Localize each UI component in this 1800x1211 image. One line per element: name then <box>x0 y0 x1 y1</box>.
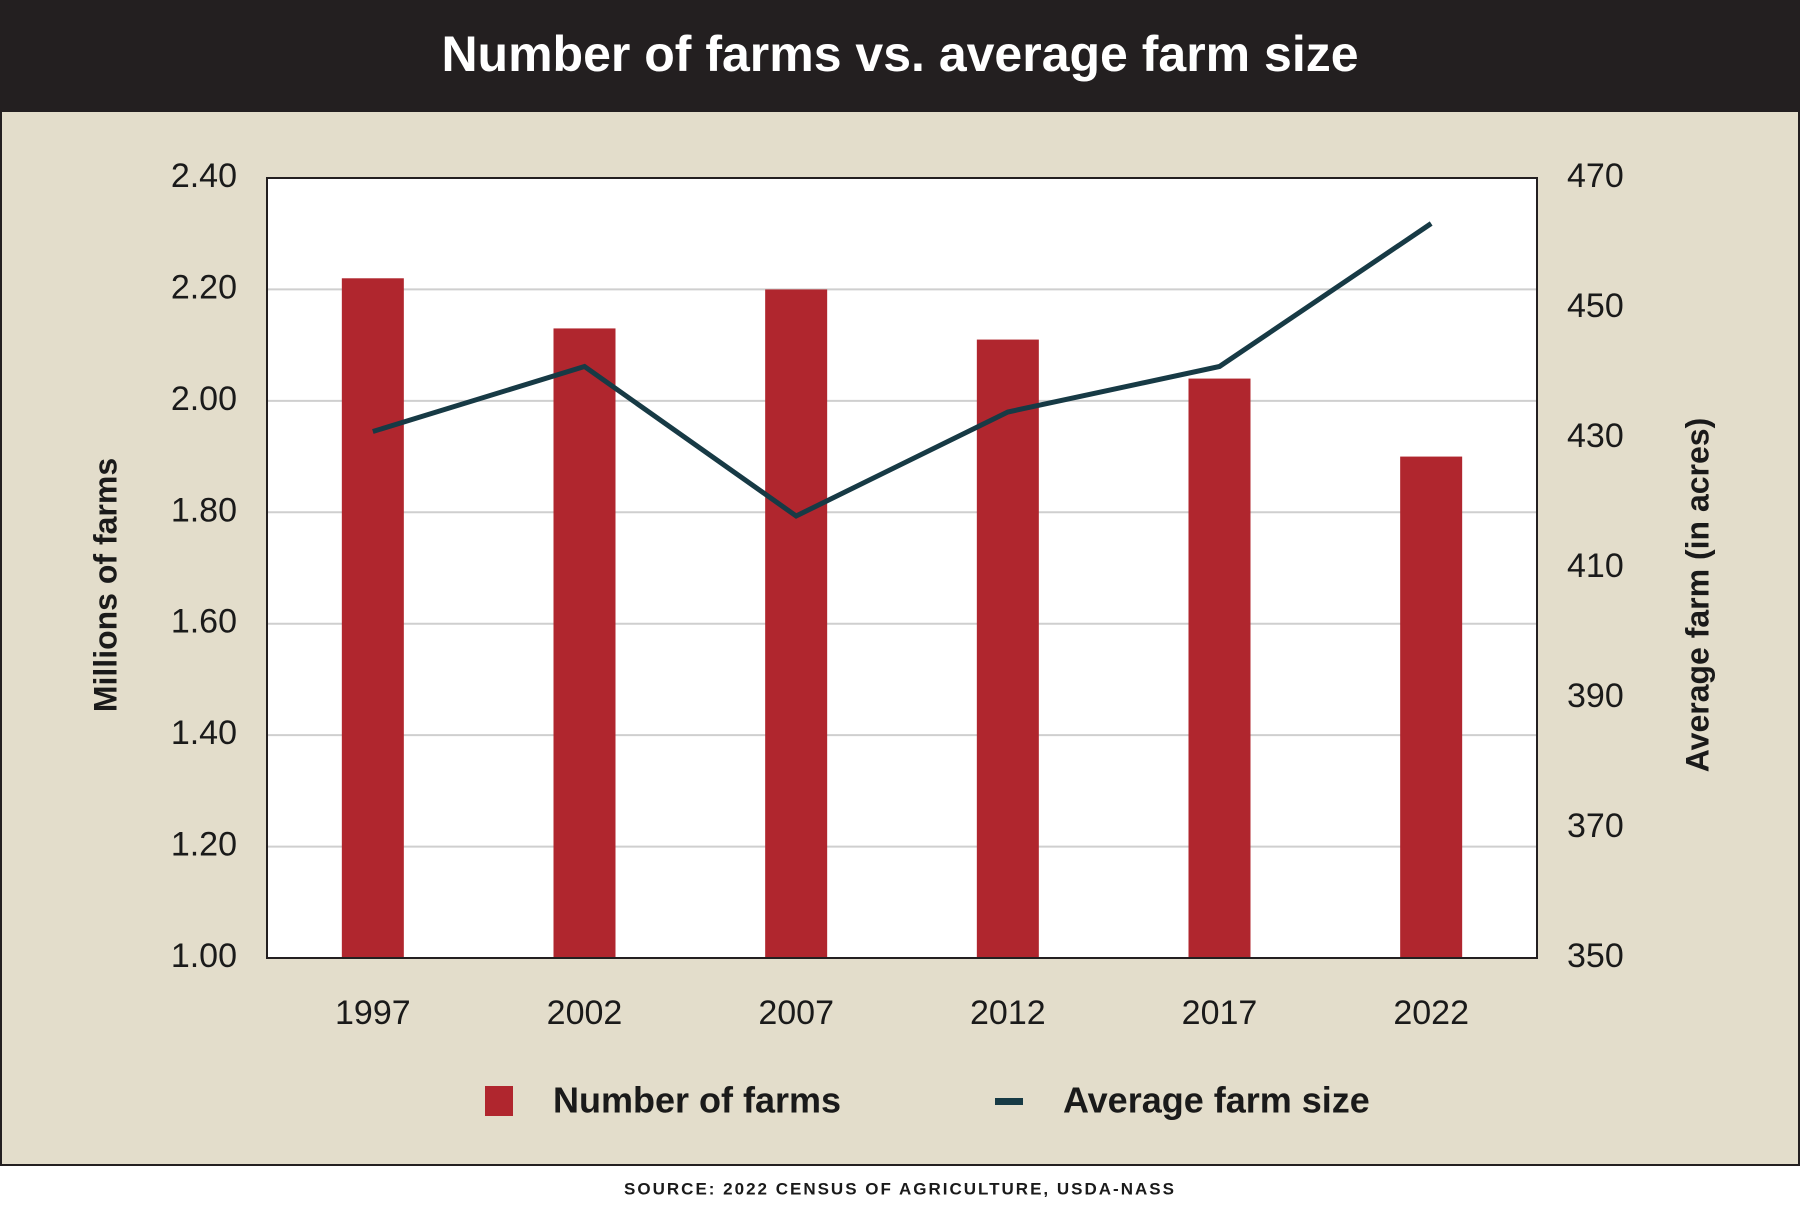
line <box>372 221 1433 519</box>
x-tick-label: 2022 <box>1393 994 1469 1032</box>
y-tick-label: 2.40 <box>171 157 237 195</box>
y2-tick-label: 390 <box>1567 677 1624 715</box>
x-tick-label: 2002 <box>547 994 623 1032</box>
y-axis-title: Millions of farms <box>87 458 123 712</box>
y2-tick-label: 350 <box>1567 937 1624 975</box>
x-tick-label: 2007 <box>758 994 834 1032</box>
bar <box>765 289 828 958</box>
y-tick-label: 1.80 <box>171 491 237 529</box>
title-bar <box>0 0 1800 111</box>
y2-tick-label: 450 <box>1567 287 1624 325</box>
x-tick-label: 2012 <box>970 994 1046 1032</box>
x-tick-label: 2017 <box>1182 994 1258 1032</box>
bar <box>341 278 404 958</box>
chart-title: Number of farms vs. average farm size <box>441 26 1358 82</box>
bar <box>553 328 616 958</box>
y2-tick-label: 410 <box>1567 547 1624 585</box>
legend-swatch <box>485 1086 513 1116</box>
plot-area <box>267 178 1537 958</box>
legend-label: Average farm size <box>1063 1080 1370 1121</box>
y-tick-label: 1.00 <box>171 937 237 975</box>
bar <box>976 339 1039 959</box>
legend-swatch <box>995 1098 1023 1105</box>
y-tick-label: 2.00 <box>171 380 237 418</box>
x-tick-label: 1997 <box>335 994 411 1032</box>
y2-tick-label: 370 <box>1567 807 1624 845</box>
y2-axis-title: Average farm (in acres) <box>1679 418 1715 773</box>
bar <box>1188 378 1251 959</box>
y2-tick-label: 470 <box>1567 157 1624 195</box>
y-tick-label: 1.40 <box>171 714 237 752</box>
source: SOURCE: 2022 CENSUS OF AGRICULTURE, USDA… <box>624 1179 1176 1198</box>
bar <box>1400 456 1463 958</box>
y-tick-label: 1.60 <box>171 603 237 641</box>
y-tick-label: 1.20 <box>171 826 237 864</box>
plot-frame <box>266 177 1538 959</box>
y2-tick-label: 430 <box>1567 417 1624 455</box>
legend-label: Number of farms <box>553 1080 841 1121</box>
y-tick-label: 2.20 <box>171 268 237 306</box>
